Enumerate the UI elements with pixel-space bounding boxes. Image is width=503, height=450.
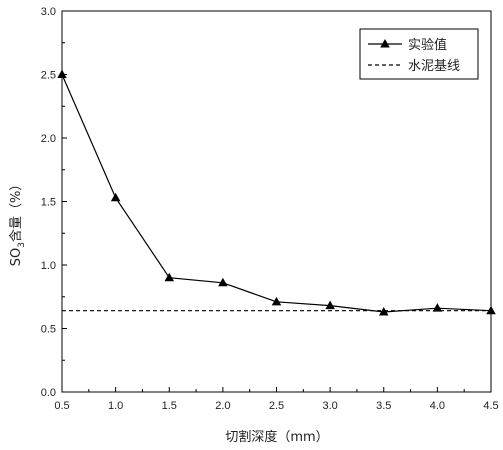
legend-box	[359, 28, 479, 80]
y-tick-label: 0.5	[41, 324, 56, 336]
y-axis-label-suffix: 含量（%）	[8, 178, 24, 242]
y-tick-label: 0.0	[41, 387, 56, 399]
x-tick-label: 2.0	[215, 400, 230, 412]
x-tick-label: 2.5	[269, 400, 284, 412]
data-point-marker	[432, 303, 443, 312]
legend-label: 水泥基线	[408, 59, 460, 74]
series-line-0	[61, 74, 492, 313]
data-point-marker	[325, 300, 335, 310]
y-tick-label: 1.5	[41, 197, 56, 209]
data-point-marker	[218, 277, 228, 287]
y-axis-label: SO3含量（%）	[8, 178, 27, 267]
y-tick-label: 2.5	[41, 70, 56, 82]
x-tick-label: 3.0	[322, 400, 337, 412]
y-tick-label: 1.0	[41, 260, 56, 272]
series-layer	[57, 69, 496, 316]
x-tick-label: 1.0	[108, 400, 123, 412]
x-tick-label: 0.5	[54, 400, 69, 412]
data-point-marker	[164, 272, 174, 282]
data-point-marker	[57, 69, 67, 78]
x-axis-label: 切割深度（mm）	[225, 429, 328, 445]
data-point-marker	[379, 306, 389, 316]
y-tick-label: 3.0	[41, 6, 56, 18]
x-tick-label: 1.5	[162, 400, 177, 412]
legend-marker	[380, 39, 390, 48]
data-point-marker	[271, 296, 282, 306]
data-point-marker	[110, 192, 121, 202]
x-tick-label: 4.0	[430, 400, 445, 412]
y-axis-label-prefix: SO	[9, 248, 24, 266]
x-tick-label: 4.5	[483, 400, 498, 412]
data-point-marker	[486, 305, 496, 315]
x-tick-label: 3.5	[376, 400, 391, 412]
y-axis-ticks: 0.0 0.5 1.0 1.5 2.0 2.5 3.0	[41, 6, 67, 399]
y-axis-label-subscript: 3	[17, 242, 27, 248]
x-axis-ticks: 0.5 1.0 1.5 2.0 2.5 3.0 3.5 4.0 4.5	[54, 387, 499, 412]
legend-label: 实验值	[408, 37, 447, 53]
y-tick-label: 2.0	[41, 133, 56, 145]
